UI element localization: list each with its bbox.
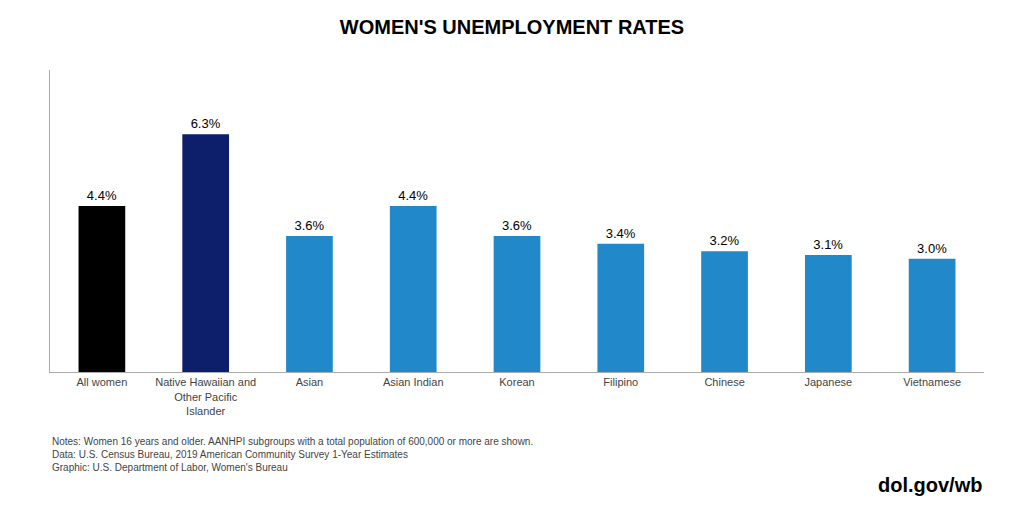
svg-text:Native Hawaiian andOther Pacif: Native Hawaiian andOther PacificIslander [155, 376, 256, 417]
svg-text:4.4%: 4.4% [87, 188, 117, 203]
svg-text:3.1%: 3.1% [813, 237, 843, 252]
svg-text:Korean: Korean [499, 376, 534, 388]
svg-text:Filipino: Filipino [603, 376, 638, 388]
svg-text:dol.gov/wb: dol.gov/wb [878, 474, 982, 496]
svg-text:3.4%: 3.4% [606, 226, 636, 241]
svg-text:WOMEN'S UNEMPLOYMENT RATES: WOMEN'S UNEMPLOYMENT RATES [340, 16, 684, 38]
svg-text:Asian: Asian [296, 376, 324, 388]
svg-text:6.3%: 6.3% [191, 116, 221, 131]
svg-text:Chinese: Chinese [704, 376, 744, 388]
svg-text:All women: All women [77, 376, 128, 388]
svg-text:4.4%: 4.4% [398, 188, 428, 203]
svg-text:Notes: Women 16 years and olde: Notes: Women 16 years and older. AANHPI … [52, 436, 533, 473]
svg-text:3.0%: 3.0% [917, 241, 947, 256]
svg-text:3.6%: 3.6% [294, 218, 324, 233]
svg-text:3.2%: 3.2% [710, 233, 740, 248]
svg-text:Vietnamese: Vietnamese [903, 376, 961, 388]
svg-text:Asian Indian: Asian Indian [383, 376, 444, 388]
svg-text:Japanese: Japanese [804, 376, 852, 388]
svg-text:3.6%: 3.6% [502, 218, 532, 233]
